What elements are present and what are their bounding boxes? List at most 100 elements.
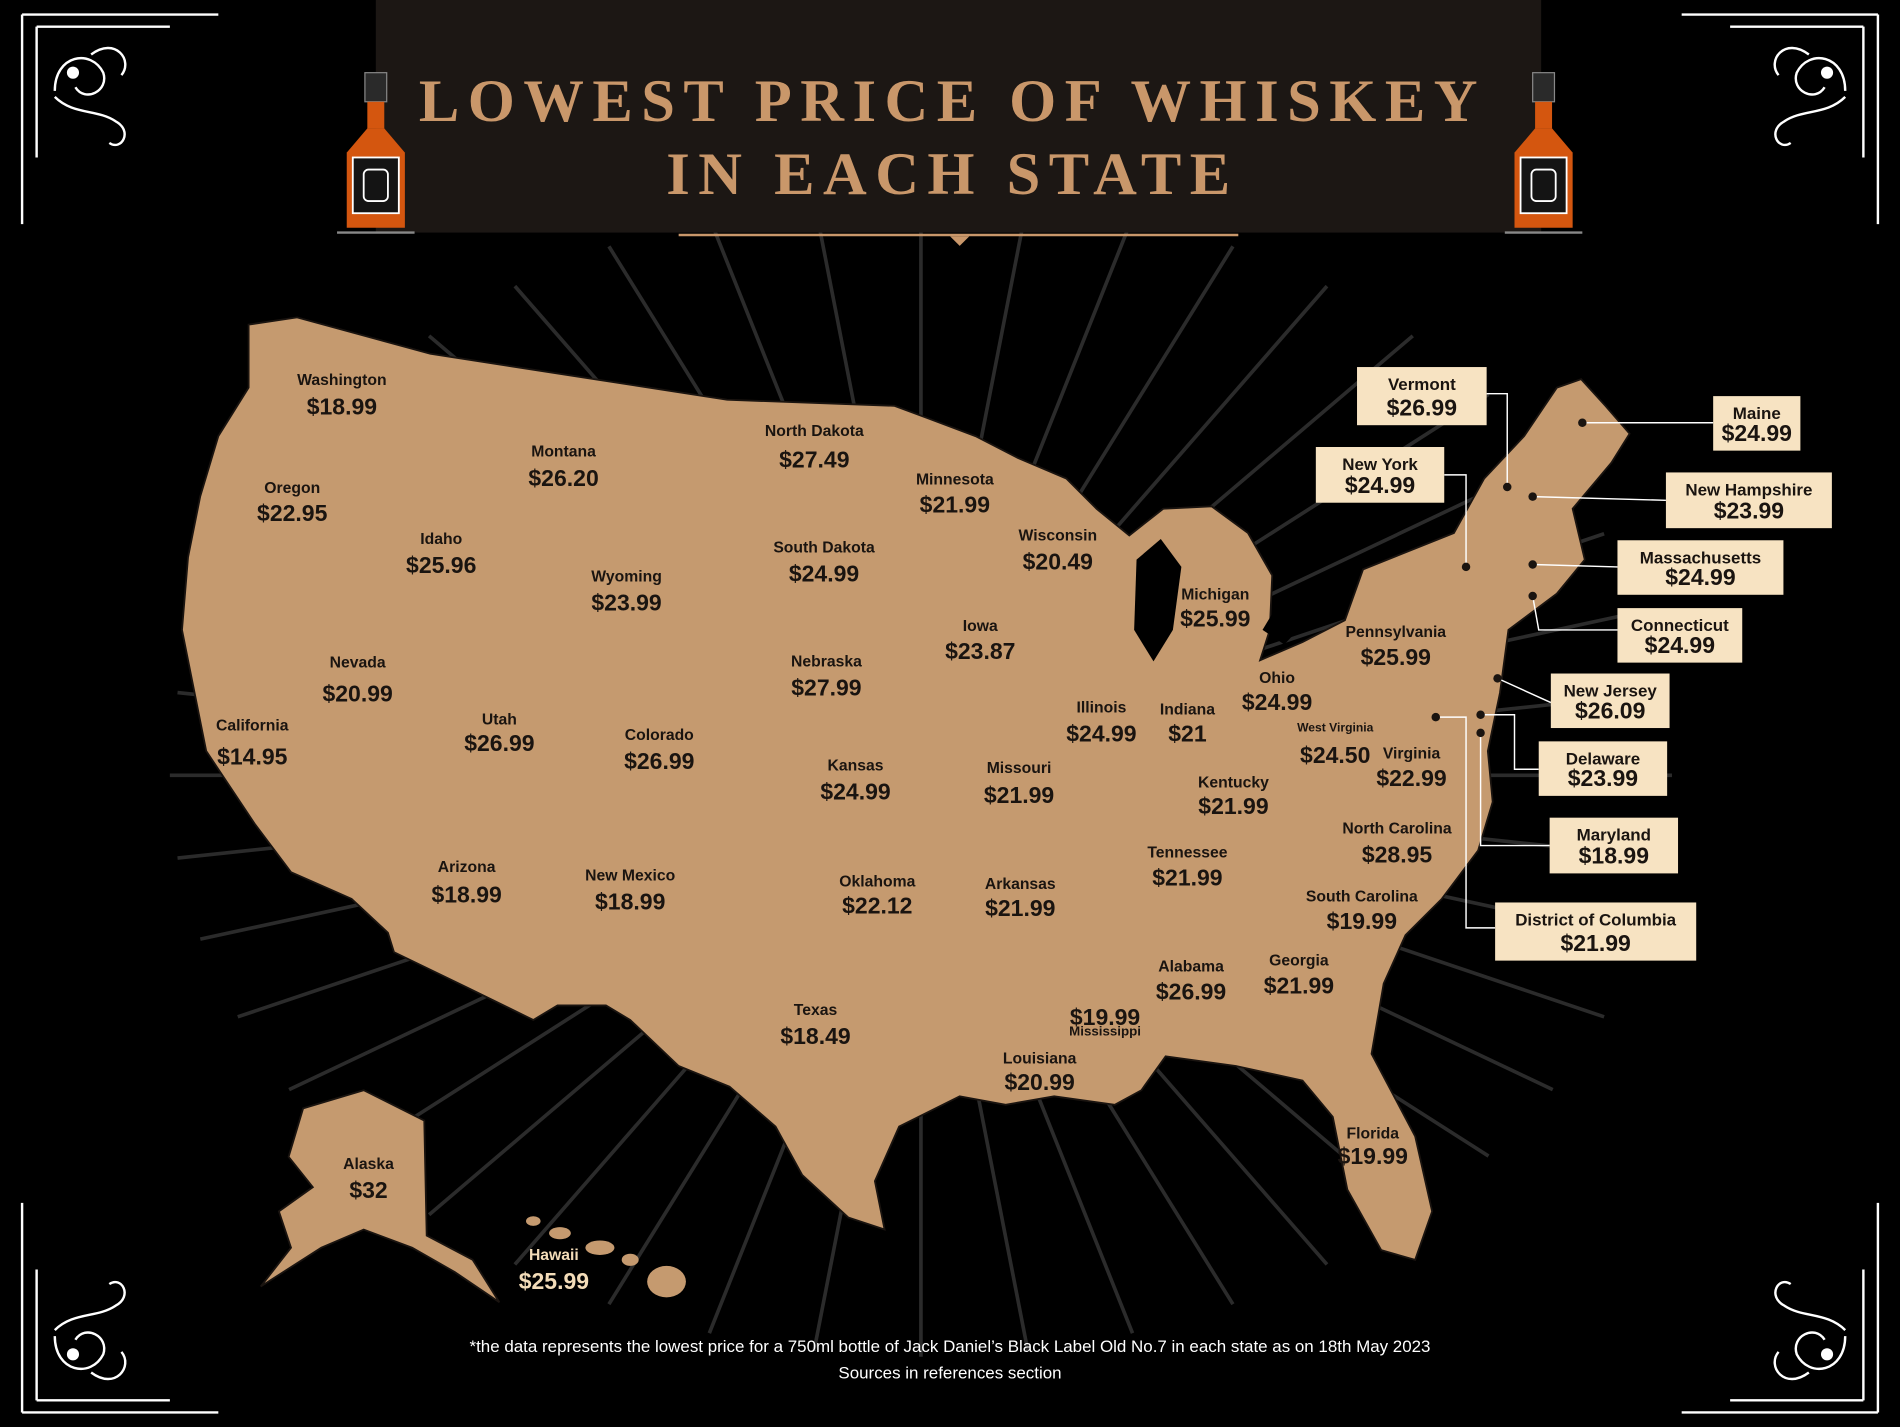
state-price: $22.12 bbox=[842, 892, 912, 918]
leader-dot bbox=[1502, 482, 1512, 492]
state-price: $18.99 bbox=[431, 881, 501, 907]
state-price: $25.96 bbox=[406, 552, 476, 578]
state-price: $28.95 bbox=[1362, 841, 1433, 867]
state-price: $27.99 bbox=[791, 674, 861, 700]
state-name: Georgia bbox=[1269, 952, 1329, 969]
state-name: Oklahoma bbox=[839, 874, 915, 891]
state-name: Tennessee bbox=[1147, 845, 1227, 862]
state-name: Ohio bbox=[1259, 670, 1295, 687]
island bbox=[549, 1227, 571, 1240]
ornament-line bbox=[1681, 13, 1880, 225]
callout-box bbox=[1550, 673, 1670, 729]
state-labels: Washington $18.99 Oregon $22.95 California $1… bbox=[216, 372, 1452, 1294]
state-name: Oregon bbox=[264, 480, 320, 497]
leader-line bbox=[1444, 474, 1467, 567]
island bbox=[621, 1253, 639, 1266]
island bbox=[585, 1240, 615, 1255]
state-name: Illinois bbox=[1077, 699, 1127, 716]
state-price: $20.49 bbox=[1023, 548, 1093, 574]
state-price: $21.99 bbox=[1152, 865, 1222, 891]
state-name: Connecticut bbox=[1631, 616, 1729, 635]
state-name: Indiana bbox=[1160, 702, 1215, 719]
callout-box bbox=[1617, 608, 1743, 663]
leader-line bbox=[1486, 392, 1508, 487]
state-price: $23.99 bbox=[1568, 765, 1638, 791]
leader-dot bbox=[1578, 418, 1587, 428]
bottle-label-inner bbox=[1530, 168, 1557, 202]
state-price: $24.99 bbox=[1066, 720, 1136, 746]
leader-dot bbox=[1431, 712, 1441, 722]
state-price: $24.99 bbox=[789, 560, 859, 586]
state-price: $21.99 bbox=[1560, 930, 1630, 956]
leader-dot bbox=[1476, 728, 1485, 738]
leader-line bbox=[1480, 713, 1539, 770]
hawaii bbox=[526, 1216, 686, 1298]
state-price: $24.50 bbox=[1300, 742, 1370, 768]
state-price: $24.99 bbox=[1722, 420, 1792, 446]
state-price: $25.99 bbox=[1180, 605, 1250, 631]
state-name: Virginia bbox=[1383, 745, 1441, 762]
state-price: $26.09 bbox=[1575, 697, 1645, 723]
bottle-label-inner bbox=[362, 168, 389, 202]
state-price: $26.99 bbox=[1156, 978, 1226, 1004]
state-price: $24.99 bbox=[1242, 689, 1312, 715]
bottle-neck bbox=[367, 101, 385, 129]
state-name: Wisconsin bbox=[1019, 527, 1098, 544]
state-price: $24.99 bbox=[1665, 564, 1735, 590]
corner-ornament bbox=[1681, 13, 1880, 225]
state-price: $25.99 bbox=[1361, 644, 1431, 670]
state-name: Washington bbox=[297, 372, 386, 389]
state-price: $18.49 bbox=[780, 1023, 850, 1049]
footnote: *the data represents the lowest price fo… bbox=[470, 1337, 1431, 1356]
ornament-swirl bbox=[1773, 1280, 1847, 1381]
state-name: Iowa bbox=[963, 618, 998, 635]
state-price: $21 bbox=[1168, 720, 1207, 746]
state-name: Montana bbox=[531, 444, 596, 461]
footnote: Sources in references section bbox=[838, 1364, 1061, 1383]
state-name: South Dakota bbox=[773, 539, 875, 556]
bottle-neck bbox=[1535, 101, 1553, 129]
ornament-swirl bbox=[53, 46, 127, 147]
leader-line bbox=[1532, 563, 1618, 568]
state-name: Colorado bbox=[625, 727, 694, 744]
state-name: Maryland bbox=[1577, 826, 1651, 845]
state-name: Alaska bbox=[343, 1156, 394, 1173]
leader-line bbox=[1532, 495, 1666, 502]
ray bbox=[1076, 284, 1329, 573]
state-price: $20.99 bbox=[1004, 1069, 1074, 1095]
state-name: Vermont bbox=[1388, 375, 1456, 394]
corner-ornament bbox=[20, 13, 219, 225]
ornament-line bbox=[1681, 1202, 1880, 1414]
state-price: $22.95 bbox=[257, 500, 328, 526]
corner-ornament bbox=[20, 1202, 219, 1414]
state-price: $27.49 bbox=[779, 447, 849, 473]
state-name: North Carolina bbox=[1342, 820, 1452, 837]
state-price: $23.99 bbox=[591, 590, 661, 616]
state-name: Mississippi bbox=[1069, 1024, 1141, 1039]
state-name: Nevada bbox=[330, 654, 386, 671]
state-price: $24.99 bbox=[1645, 632, 1715, 658]
state-name: New Jersey bbox=[1564, 682, 1658, 701]
leader-line bbox=[1497, 677, 1552, 704]
state-name: South Carolina bbox=[1306, 888, 1418, 905]
island bbox=[526, 1216, 541, 1226]
state-price: $23.99 bbox=[1714, 497, 1784, 523]
lake-michigan bbox=[1134, 539, 1182, 662]
state-price: $21.99 bbox=[1264, 972, 1334, 998]
bottles bbox=[337, 72, 1583, 234]
state-price: $18.99 bbox=[595, 889, 665, 915]
callout-box bbox=[1315, 446, 1445, 503]
state-price: $21.99 bbox=[984, 782, 1054, 808]
callout-box bbox=[1665, 472, 1832, 529]
ornament-swirl bbox=[53, 1280, 127, 1381]
state-name: Massachusetts bbox=[1640, 548, 1761, 567]
state-price: $26.20 bbox=[528, 465, 598, 491]
leader-dot bbox=[1493, 674, 1502, 683]
state-price: $26.99 bbox=[464, 730, 534, 756]
state-name: Alabama bbox=[1158, 959, 1224, 976]
state-price: $26.99 bbox=[624, 748, 694, 774]
state-name: Nebraska bbox=[791, 653, 862, 670]
